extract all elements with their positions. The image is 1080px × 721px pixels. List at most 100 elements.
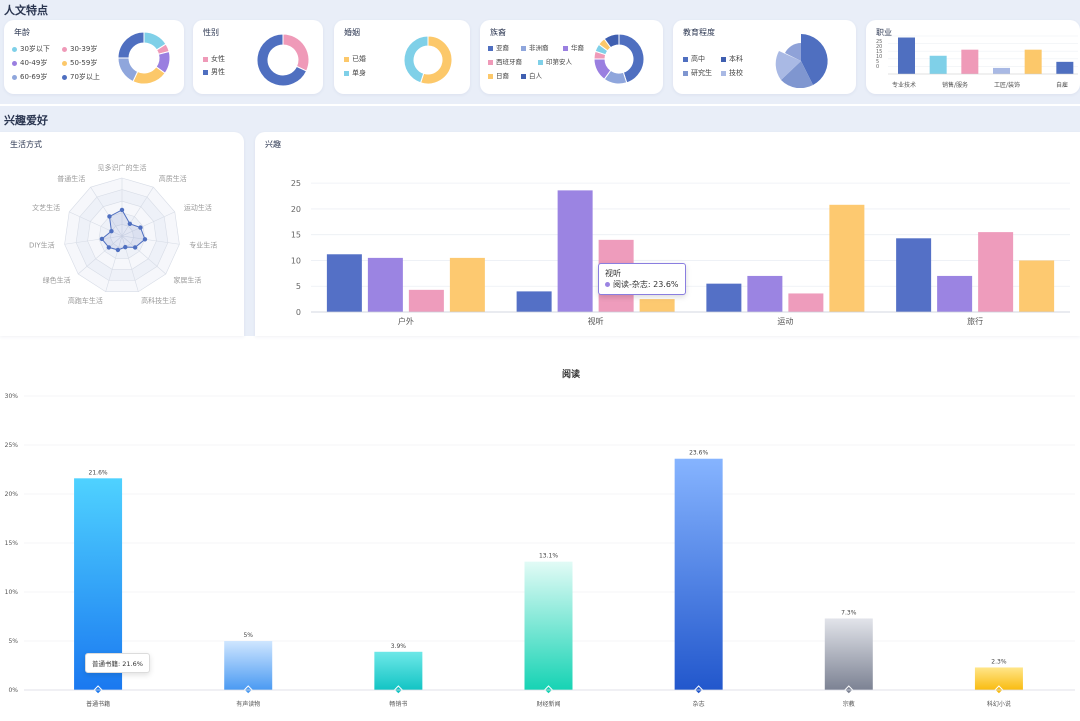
- radar-spoke: [121, 187, 154, 237]
- age-legend: 30岁以下 30-39岁 40-49岁 50-59岁 60-69岁 70岁以上: [12, 44, 122, 94]
- radar-indicator-label: 见多识广的生活: [98, 163, 147, 172]
- ethnicity-legend-item[interactable]: 印第安人: [538, 56, 572, 66]
- ethnicity-legend-item[interactable]: 白人: [521, 70, 542, 80]
- radar-spoke: [77, 235, 123, 275]
- reading-bar: [674, 458, 723, 690]
- lifestyle-title: 生活方式: [10, 140, 42, 149]
- interest-bar: [788, 293, 824, 312]
- education-title: 教育程度: [683, 28, 715, 37]
- interest-bar: [326, 254, 362, 312]
- x-tick-label: 视听: [588, 316, 604, 326]
- tooltip-title: 视听: [605, 269, 621, 278]
- gender-donut: [256, 33, 310, 87]
- donut-slice: [603, 33, 620, 49]
- legend-square-icon: [203, 56, 208, 62]
- marriage-title: 婚姻: [344, 28, 360, 37]
- ethnicity-legend-item[interactable]: 日裔: [488, 70, 509, 80]
- radar-spoke: [121, 235, 180, 245]
- education-rose-chart: [775, 34, 828, 88]
- legend-square-icon: [563, 45, 568, 51]
- age-legend-item[interactable]: 30岁以下: [12, 44, 50, 54]
- marriage-card: 婚姻 已婚 单身: [334, 20, 470, 94]
- legend-square-icon: [721, 56, 726, 62]
- marriage-donut: [403, 35, 453, 85]
- reading-bar-chart: 阅读 0% 5% 10% 15% 20% 25% 30% 21.6% 普通书籍 5% 有声读物 3.9%…: [5, 368, 1075, 708]
- y-tick-label: 25: [291, 179, 301, 188]
- education-legend-item[interactable]: 研究生: [683, 68, 712, 78]
- donut-slice: [117, 31, 145, 59]
- y-tick-label: 15%: [5, 540, 19, 547]
- age-legend-item[interactable]: 30-39岁: [62, 44, 97, 54]
- radar-indicator-label: 运动生活: [184, 203, 212, 212]
- ethnicity-title: 族裔: [490, 28, 506, 37]
- age-legend-item[interactable]: 40-49岁: [12, 58, 47, 68]
- radar-point: [99, 236, 105, 242]
- interest-bar: [747, 275, 783, 312]
- education-legend-item[interactable]: 高中: [683, 54, 705, 64]
- interest-bar: [408, 289, 444, 312]
- y-tick-label: 5: [296, 282, 301, 291]
- radar-point: [106, 245, 112, 250]
- rose-slice: [781, 61, 813, 88]
- age-legend-item[interactable]: 70岁以上: [62, 72, 100, 82]
- radar-indicator-label: 普通生活: [57, 174, 85, 183]
- gender-legend-item[interactable]: 女性: [203, 54, 225, 64]
- ethnicity-card: 族裔 亚裔 非洲裔 华裔 西班牙裔 印第安人 日裔 白人: [480, 20, 663, 94]
- x-tick-label: 科幻小说: [987, 700, 1011, 708]
- y-tick-label: 20: [291, 205, 301, 214]
- value-label: 7.3%: [841, 609, 857, 616]
- tooltip-row: 阅读-杂志: 23.6%: [605, 279, 679, 290]
- interest-bar: [639, 299, 675, 312]
- legend-square-icon: [683, 70, 688, 76]
- rose-slice: [801, 34, 828, 85]
- gender-legend: 女性 男性: [203, 54, 253, 84]
- interest-bar: [367, 257, 403, 312]
- y-tick: 25: [876, 39, 883, 45]
- gender-legend-item[interactable]: 男性: [203, 67, 225, 77]
- ethnicity-legend-item[interactable]: 非洲裔: [521, 42, 549, 52]
- radar-spoke: [121, 235, 167, 275]
- value-label: 21.6%: [89, 469, 108, 476]
- x-label: 工匠/装饰: [994, 82, 1021, 89]
- x-tick-label: 户外: [398, 316, 414, 326]
- radar-point: [138, 225, 143, 230]
- legend-square-icon: [538, 59, 543, 65]
- tooltip-dot-icon: [605, 282, 610, 287]
- legend-square-icon: [344, 70, 349, 76]
- ethnicity-legend-item[interactable]: 华裔: [563, 42, 584, 52]
- tooltip-text: 阅读-杂志: 23.6%: [613, 280, 679, 289]
- ethnicity-donut: [593, 33, 645, 85]
- age-legend-item[interactable]: 50-59岁: [62, 58, 97, 68]
- value-label: 13.1%: [539, 553, 558, 560]
- x-tick-label: 杂志: [693, 700, 705, 708]
- radar-spoke: [64, 235, 123, 245]
- marriage-legend-item[interactable]: 已婚: [344, 54, 366, 64]
- marriage-legend-item[interactable]: 单身: [344, 68, 366, 78]
- gender-card: 性别 女性 男性: [193, 20, 323, 94]
- radar-point: [132, 245, 138, 250]
- radar-point: [107, 214, 112, 219]
- value-label: 23.6%: [689, 450, 708, 457]
- radar-indicator-label: 专业生活: [189, 241, 217, 250]
- legend-dot-icon: [62, 46, 67, 52]
- interest-bar: [937, 275, 973, 312]
- ethnicity-legend-item[interactable]: 亚裔: [488, 42, 509, 52]
- interest-bar: [1019, 260, 1055, 312]
- interests-card: 兴趣 0 5 10 15 20 25 户外 视听 运动 旅行 视听 阅读-杂志: 23.6%: [255, 132, 1080, 336]
- y-tick-label: 20%: [5, 491, 19, 498]
- education-legend-item[interactable]: 本科: [721, 54, 743, 64]
- x-tick-label: 旅行: [967, 316, 983, 326]
- x-label: 销售/服务: [942, 82, 969, 89]
- x-label: 专业技术: [892, 82, 917, 89]
- education-legend-item[interactable]: 技校: [721, 68, 743, 78]
- legend-dot-icon: [12, 46, 17, 52]
- ethnicity-legend-item[interactable]: 西班牙裔: [488, 56, 522, 66]
- age-legend-item[interactable]: 60-69岁: [12, 72, 47, 82]
- y-tick-label: 0%: [8, 687, 18, 694]
- hobbies-title: 兴趣爱好: [4, 114, 48, 127]
- radar-indicator-label: 家居生活: [173, 276, 201, 285]
- legend-square-icon: [488, 45, 493, 51]
- radar-indicator-label: 高跑车生活: [68, 296, 103, 305]
